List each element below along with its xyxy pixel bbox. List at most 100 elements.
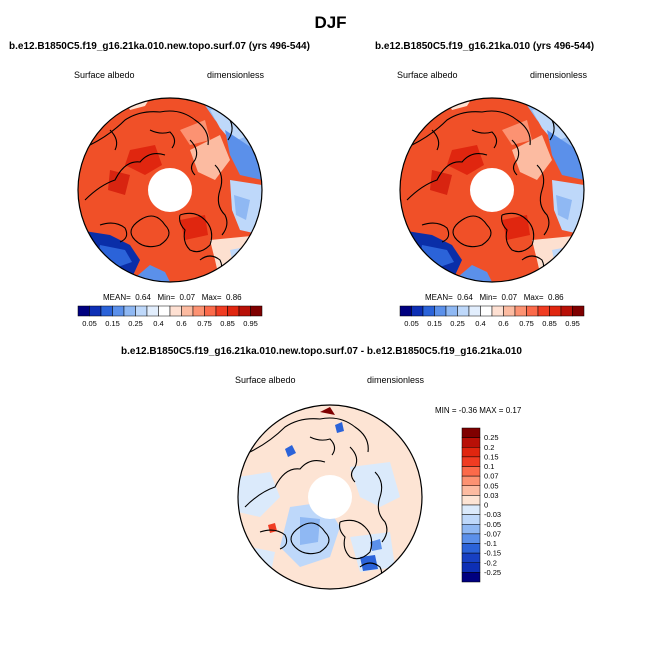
panel2-colorbar-box [480, 305, 493, 317]
panel3-colorbar-box [461, 504, 481, 515]
panel2-colorbar-box [526, 305, 539, 317]
panel2-colorbar-box [422, 305, 435, 317]
panel1-colorbar-box [227, 305, 240, 317]
panel2-mean-value: 0.64 [457, 293, 473, 302]
panel2-variable-label: Surface albedo [397, 70, 458, 80]
panel1-colorbar-box [123, 305, 136, 317]
panel3-colorbar-tick-label: -0.1 [484, 539, 497, 548]
panel2-colorbar-box [549, 305, 562, 317]
panel1-colorbar-box [77, 305, 90, 317]
panel2-colorbar-tick-label: 0.4 [475, 319, 485, 328]
panel1-colorbar-tick-label: 0.6 [176, 319, 186, 328]
panel1-map [77, 97, 263, 283]
panel3-colorbar-box [461, 456, 481, 467]
panel3-colorbar-tick-label: 0 [484, 501, 488, 510]
panel2-units-label: dimensionless [530, 70, 588, 80]
panel1-colorbar-box [112, 305, 125, 317]
panel3-map [237, 404, 423, 590]
panel3-colorbar-tick-label: -0.07 [484, 529, 501, 538]
panel1-colorbar-tick-label: 0.75 [197, 319, 212, 328]
panel2-colorbar-tick-label: 0.6 [498, 319, 508, 328]
panel1-colorbar-box [158, 305, 171, 317]
panel2-max-value: 0.86 [548, 293, 564, 302]
panel1-colorbar-box [181, 305, 194, 317]
panel1-variable-label: Surface albedo [74, 70, 135, 80]
panel1-colorbar-box [146, 305, 159, 317]
panel1-max-value: 0.86 [226, 293, 242, 302]
panel3-colorbar-box [461, 543, 481, 554]
panel2-mean-label: MEAN= [425, 293, 453, 302]
panel1-colorbar-box [135, 305, 148, 317]
panel3-colorbar-box [461, 524, 481, 535]
panel2-colorbar-box [560, 305, 573, 317]
panel2-colorbar: 0.05 0.15 0.25 0.4 0.6 0.75 0.85 0.95 [399, 305, 585, 328]
panel3-case-title: b.e12.B1850C5.f19_g16.21ka.010.new.topo.… [121, 346, 522, 357]
panel1-colorbar-box [215, 305, 228, 317]
panel2-colorbar-box [445, 305, 458, 317]
panel2-colorbar-tick-label: 0.15 [427, 319, 442, 328]
panel3-minmax-text: MIN = -0.36 MAX = 0.17 [435, 406, 522, 415]
panel2-map [399, 97, 585, 283]
panel1-units-label: dimensionless [207, 70, 265, 80]
panel1-colorbar-box [169, 305, 182, 317]
panel1-case-title: b.e12.B1850C5.f19_g16.21ka.010.new.topo.… [9, 41, 310, 52]
panel3-colorbar-tick-label: 0.03 [484, 491, 499, 500]
panel2-colorbar-box [491, 305, 504, 317]
panel3-colorbar-box [461, 485, 481, 496]
panel3-colorbar-tick-label: 0.05 [484, 481, 499, 490]
panel1-colorbar-tick-label: 0.15 [105, 319, 120, 328]
panel1-colorbar-box [89, 305, 102, 317]
panel3-colorbar-tick-label: -0.05 [484, 520, 501, 529]
panel2-stats: MEAN= 0.64 Min= 0.07 Max= 0.86 [425, 293, 564, 302]
panel2-case-title: b.e12.B1850C5.f19_g16.21ka.010 (yrs 496-… [375, 41, 595, 52]
panel3-colorbar-tick-label: -0.03 [484, 510, 501, 519]
panel1-colorbar-box [100, 305, 113, 317]
panel3-colorbar-tick-label: 0.25 [484, 433, 499, 442]
panel1-colorbar-tick-label: 0.25 [128, 319, 143, 328]
panel3-colorbar-tick-label: -0.25 [484, 568, 501, 577]
panel3-colorbar-box [461, 437, 481, 448]
panel1-colorbar-tick-label: 0.85 [220, 319, 235, 328]
panel2-colorbar-box [411, 305, 424, 317]
panel3-colorbar-tick-label: -0.15 [484, 549, 501, 558]
panel3-colorbar-box [461, 514, 481, 525]
panel1-colorbar-box [250, 305, 263, 317]
panel3-colorbar-tick-label: 0.1 [484, 462, 494, 471]
panel3-colorbar-tick-label: -0.2 [484, 558, 497, 567]
panel3-colorbar: 0.250.20.150.10.070.050.030-0.03-0.05-0.… [461, 427, 501, 583]
panel3-colorbar-tick-label: 0.2 [484, 443, 494, 452]
panel2-colorbar-tick-label: 0.95 [565, 319, 580, 328]
panel3-units-label: dimensionless [367, 375, 425, 385]
panel1-mean-value: 0.64 [135, 293, 151, 302]
panel2-min-label: Min= [479, 293, 498, 302]
panel2-min-value: 0.07 [501, 293, 518, 302]
panel1-colorbar-tick-label: 0.4 [153, 319, 163, 328]
panel1-colorbar-tick-label: 0.95 [243, 319, 258, 328]
panel3-colorbar-box [461, 475, 481, 486]
panel3-colorbar-box [461, 427, 481, 438]
panel1-mean-label: MEAN= [103, 293, 131, 302]
panel1-max-label: Max= [201, 293, 222, 302]
panel3-colorbar-box [461, 552, 481, 563]
panel1-colorbar-tick-label: 0.05 [82, 319, 97, 328]
panel2-colorbar-box [503, 305, 516, 317]
panel2-colorbar-tick-label: 0.05 [404, 319, 419, 328]
panel1-min-value: 0.07 [179, 293, 196, 302]
panel2-colorbar-box [514, 305, 527, 317]
panel3-colorbar-tick-label: 0.07 [484, 472, 499, 481]
panel3-variable-label: Surface albedo [235, 375, 296, 385]
panel2-colorbar-tick-label: 0.25 [450, 319, 465, 328]
panel1-colorbar: 0.05 0.15 0.25 0.4 0.6 0.75 0.85 0.95 [77, 305, 263, 328]
panel2-colorbar-box [537, 305, 550, 317]
panel3-colorbar-box [461, 533, 481, 544]
panel3-colorbar-box [461, 466, 481, 477]
panel2-colorbar-box [468, 305, 481, 317]
panel2-colorbar-box [572, 305, 585, 317]
panel2-max-label: Max= [523, 293, 544, 302]
panel3-colorbar-box [461, 447, 481, 458]
panel2-colorbar-box [457, 305, 470, 317]
panel2-colorbar-tick-label: 0.75 [519, 319, 534, 328]
panel2-colorbar-box [399, 305, 412, 317]
panel3-colorbar-box [461, 562, 481, 573]
